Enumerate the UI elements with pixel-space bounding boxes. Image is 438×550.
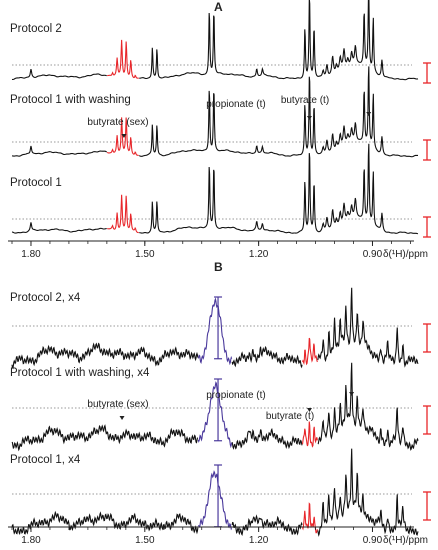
annotation-arrow bbox=[366, 112, 372, 116]
tick-label: 0.90 bbox=[363, 535, 383, 546]
peak-annotation: butyrate (t) bbox=[281, 95, 329, 106]
peak-annotation: butyrate (sex) bbox=[87, 117, 148, 128]
series-label: Protocol 1 bbox=[10, 177, 62, 189]
spectrum-main bbox=[11, 0, 419, 81]
tick-label: 1.50 bbox=[135, 535, 155, 546]
annotation-arrow bbox=[349, 392, 355, 396]
annotation-arrow bbox=[306, 408, 312, 412]
spectrum-water bbox=[198, 470, 233, 531]
series-label: Protocol 1 with washing, x4 bbox=[10, 367, 150, 379]
series-label: Protocol 1 with washing bbox=[10, 94, 131, 106]
x-axis-label: δ(¹H)/ppm bbox=[383, 535, 428, 546]
tick-label: 0.90 bbox=[363, 249, 383, 260]
peak-annotation: propionate (t) bbox=[206, 390, 265, 401]
spectrum-main bbox=[11, 287, 419, 370]
panel-b: B Protocol 2, x4 Protocol 1 with washing, … bbox=[8, 260, 431, 546]
peak-annotation: butyrate (t) bbox=[266, 411, 314, 422]
panel-label: A bbox=[214, 0, 223, 14]
spectrum-water bbox=[197, 297, 233, 366]
series-label: Protocol 2, x4 bbox=[10, 292, 81, 304]
series-label: Protocol 2 bbox=[10, 23, 62, 35]
spectrum-butyrate bbox=[107, 39, 139, 79]
spectrum-main bbox=[11, 143, 419, 235]
peak-annotation: propionate (t) bbox=[206, 99, 265, 110]
spectrum-main bbox=[11, 448, 419, 537]
tick-label: 1.20 bbox=[249, 535, 269, 546]
peak-annotation: butyrate (sex) bbox=[87, 399, 148, 410]
spectrum-main bbox=[11, 66, 418, 158]
tick-label: 1.50 bbox=[135, 249, 155, 260]
tick-label: 1.20 bbox=[249, 249, 269, 260]
annotation-arrow bbox=[121, 134, 127, 138]
series-label: Protocol 1, x4 bbox=[10, 454, 81, 466]
panel-a: A Protocol 2 Protocol 1 with washing butyra… bbox=[8, 0, 431, 260]
annotation-arrow bbox=[119, 416, 125, 420]
x-axis-label: δ(¹H)/ppm bbox=[383, 249, 428, 260]
spectrum-butyrate bbox=[302, 502, 318, 534]
spectrum-butyrate bbox=[106, 117, 139, 157]
tick-label: 1.80 bbox=[21, 249, 41, 260]
spectrum-butyrate bbox=[302, 337, 318, 366]
spectrum-butyrate bbox=[107, 194, 139, 234]
tick-label: 1.80 bbox=[21, 535, 41, 546]
spectrum-butyrate bbox=[301, 421, 318, 448]
spectrum-main bbox=[11, 362, 419, 452]
panel-label: B bbox=[214, 260, 223, 274]
annotation-arrow bbox=[306, 116, 312, 120]
spectrum-water bbox=[197, 381, 233, 449]
